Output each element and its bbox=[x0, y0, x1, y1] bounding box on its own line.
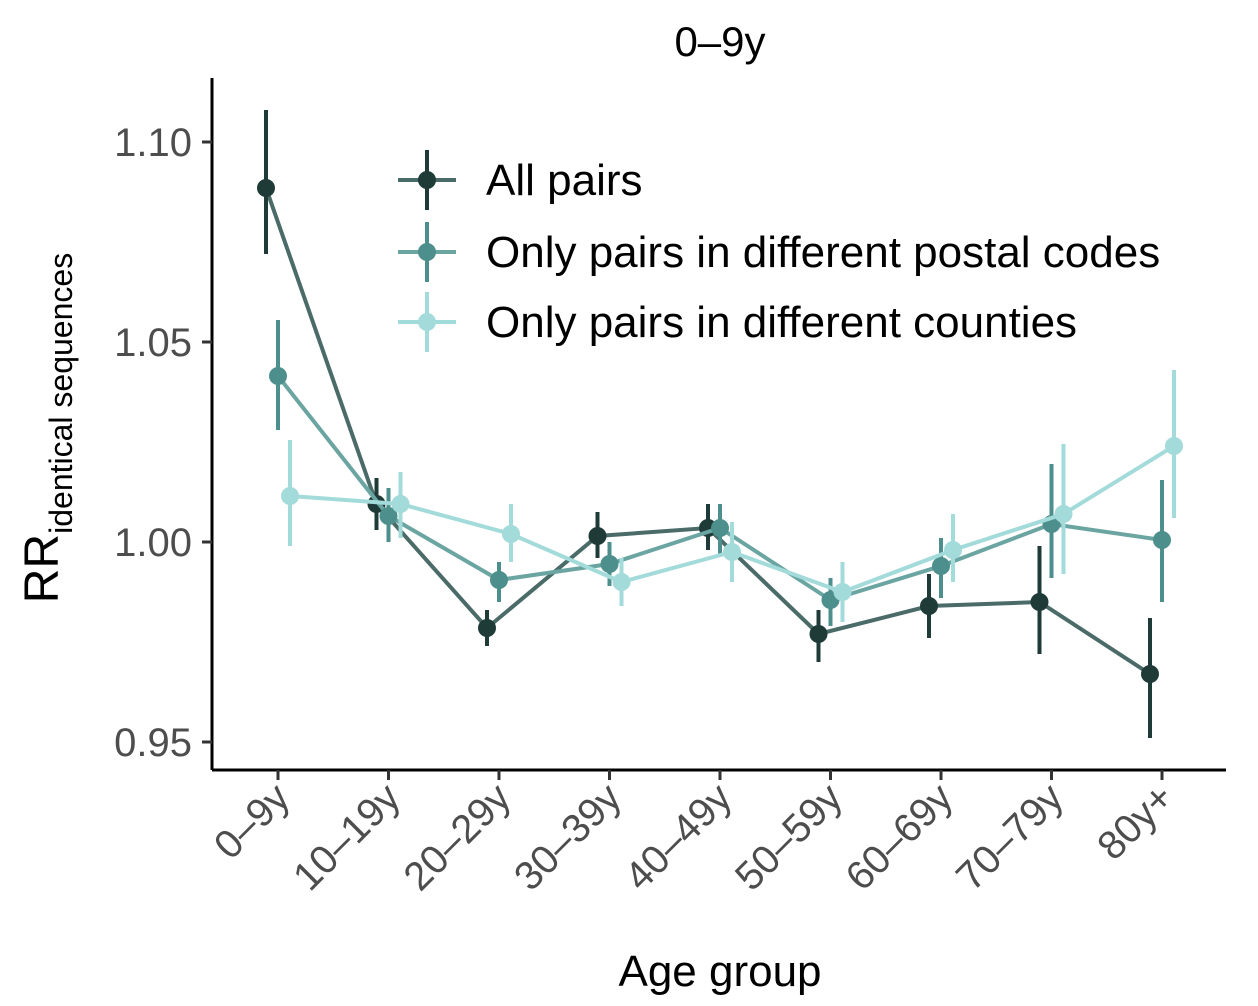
x-tick-label: 10–19y bbox=[285, 775, 409, 899]
x-tick-label: 20–29y bbox=[395, 775, 519, 899]
x-tick-label: 50–59y bbox=[727, 775, 851, 899]
x-ticks: 0–9y10–19y20–29y30–39y40–49y50–59y60–69y… bbox=[206, 770, 1182, 899]
series-1 bbox=[257, 110, 1159, 738]
data-point bbox=[809, 625, 828, 643]
legend-label: Only pairs in different counties bbox=[486, 298, 1077, 347]
data-point bbox=[391, 495, 410, 513]
data-point bbox=[833, 583, 852, 601]
x-tick-label: 40–49y bbox=[616, 775, 740, 899]
data-point bbox=[920, 597, 938, 615]
data-point bbox=[379, 507, 398, 525]
data-point bbox=[1054, 505, 1073, 523]
y-ticks: 0.95 1.00 1.05 1.10 bbox=[114, 121, 212, 765]
axes bbox=[210, 78, 1226, 772]
chart-title: 0–9y bbox=[674, 18, 765, 65]
data-point bbox=[600, 555, 619, 573]
y-tick-label: 1.05 bbox=[114, 321, 192, 365]
y-tick-label: 1.00 bbox=[114, 521, 192, 565]
y-axis-title: RRidentical sequences bbox=[16, 253, 79, 603]
legend-entry-2: Only pairs in different postal codes bbox=[398, 222, 1160, 282]
x-axis-title: Age group bbox=[618, 947, 821, 996]
data-point bbox=[269, 367, 287, 385]
y-tick-label: 0.95 bbox=[114, 721, 192, 765]
legend-marker bbox=[418, 171, 436, 189]
x-tick-label: 70–79y bbox=[948, 775, 1072, 899]
legend-entry-1: All pairs bbox=[398, 150, 643, 210]
y-axis-title-sub: identical sequences bbox=[43, 253, 79, 534]
data-point bbox=[1141, 665, 1159, 683]
data-point bbox=[281, 487, 299, 505]
x-tick-label: 60–69y bbox=[837, 775, 961, 899]
data-point bbox=[257, 179, 275, 197]
x-tick-label: 30–39y bbox=[506, 775, 630, 899]
x-tick-label: 0–9y bbox=[206, 775, 298, 867]
legend: All pairs Only pairs in different postal … bbox=[398, 150, 1160, 352]
data-point bbox=[723, 543, 741, 561]
series-2 bbox=[269, 320, 1171, 626]
data-point bbox=[944, 541, 962, 559]
legend-label: All pairs bbox=[486, 156, 643, 205]
data-point bbox=[502, 525, 520, 543]
svg-text:RRidentical sequences: RRidentical sequences bbox=[16, 253, 79, 603]
legend-marker bbox=[418, 313, 436, 331]
y-axis-title-main: RR bbox=[16, 534, 69, 603]
y-tick-label: 1.10 bbox=[114, 121, 192, 165]
legend-marker bbox=[418, 243, 436, 261]
legend-label: Only pairs in different postal codes bbox=[486, 228, 1160, 277]
data-point bbox=[612, 573, 631, 591]
data-point bbox=[588, 527, 607, 545]
series-3 bbox=[281, 370, 1183, 622]
data-point bbox=[932, 557, 950, 575]
data-point bbox=[711, 519, 729, 537]
data-point bbox=[1030, 593, 1049, 611]
plot-area bbox=[257, 110, 1183, 738]
series-line bbox=[276, 374, 1163, 603]
data-point bbox=[490, 571, 508, 589]
data-point bbox=[478, 619, 496, 637]
data-point bbox=[1153, 531, 1171, 549]
legend-entry-3: Only pairs in different counties bbox=[398, 292, 1077, 352]
data-point bbox=[1165, 437, 1183, 455]
x-tick-label: 80y+ bbox=[1089, 775, 1182, 868]
